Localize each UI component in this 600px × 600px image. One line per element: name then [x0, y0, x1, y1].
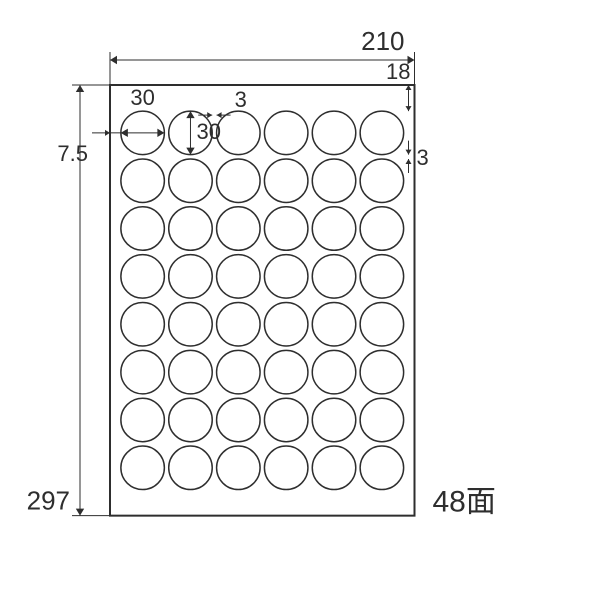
label-circle: [217, 398, 261, 442]
label-circle: [169, 350, 213, 394]
label-circle: [264, 446, 308, 490]
label-circle: [169, 303, 213, 347]
label-circle: [217, 111, 261, 155]
dim-top-margin: 18: [386, 59, 410, 84]
label-circle: [264, 159, 308, 203]
label-circle: [217, 207, 261, 251]
dim-diameter-h: 30: [130, 85, 154, 110]
label-circle: [312, 350, 356, 394]
label-circle: [121, 350, 165, 394]
label-circle: [217, 159, 261, 203]
count-label: 48面: [433, 486, 496, 519]
label-sheet-diagram: 210 297 30 30 3 18 3 7.5 48面: [0, 0, 600, 600]
label-circle: [360, 255, 404, 299]
dim-diameter-v: 30: [196, 119, 220, 144]
label-circle: [312, 159, 356, 203]
label-circle: [264, 255, 308, 299]
label-circle: [360, 350, 404, 394]
label-circle: [217, 255, 261, 299]
label-circle: [121, 159, 165, 203]
label-circle: [169, 159, 213, 203]
label-circle: [264, 350, 308, 394]
label-circle: [169, 398, 213, 442]
label-circle: [360, 159, 404, 203]
label-circle: [121, 207, 165, 251]
label-circle: [121, 398, 165, 442]
label-circle: [360, 303, 404, 347]
label-circle: [264, 207, 308, 251]
label-circle: [121, 303, 165, 347]
label-circle: [360, 446, 404, 490]
label-circle: [264, 398, 308, 442]
label-circle: [264, 111, 308, 155]
label-circle: [360, 111, 404, 155]
label-circle: [360, 207, 404, 251]
dim-v-gap: 3: [417, 145, 429, 170]
label-circle: [264, 303, 308, 347]
label-circle: [217, 350, 261, 394]
label-circle: [312, 111, 356, 155]
label-circle: [121, 255, 165, 299]
label-circle: [121, 446, 165, 490]
dim-width: 210: [361, 26, 404, 56]
label-circle: [360, 398, 404, 442]
label-circle: [312, 207, 356, 251]
dim-height: 297: [27, 486, 70, 516]
label-circle: [312, 303, 356, 347]
label-circle: [169, 446, 213, 490]
dim-h-gap: 3: [235, 87, 247, 112]
dim-left-margin: 7.5: [57, 141, 88, 166]
label-circle: [217, 446, 261, 490]
label-circle: [312, 398, 356, 442]
label-circle: [169, 207, 213, 251]
label-circle: [217, 303, 261, 347]
label-circle: [169, 255, 213, 299]
label-circle: [312, 255, 356, 299]
label-circle: [312, 446, 356, 490]
